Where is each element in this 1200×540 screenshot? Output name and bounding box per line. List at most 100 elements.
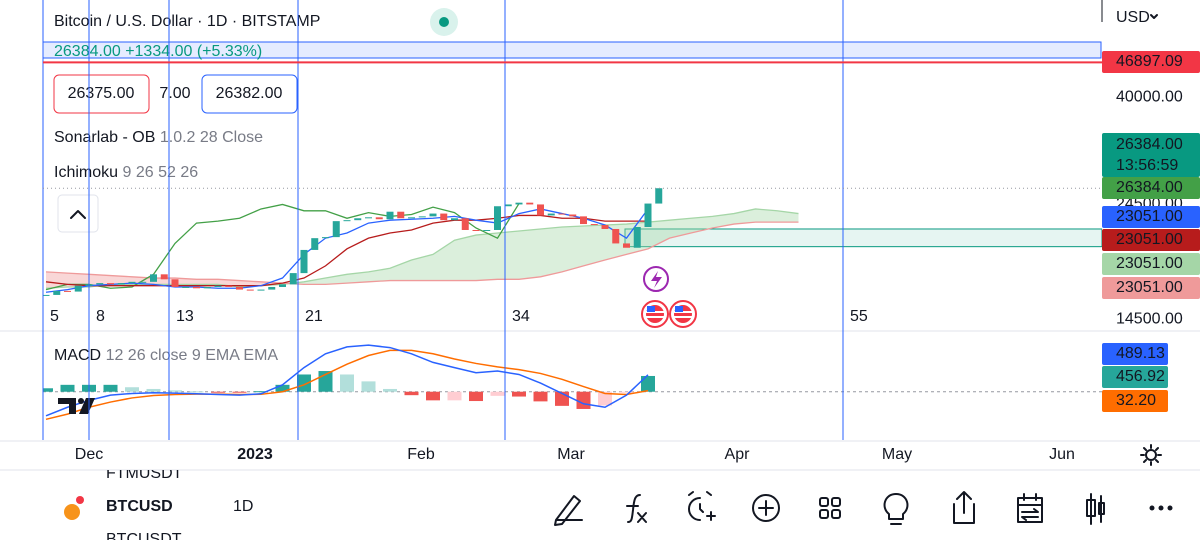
histogram-bar	[43, 388, 53, 392]
spread: 7.00	[159, 85, 190, 102]
candle	[451, 218, 458, 221]
logo-part	[58, 398, 76, 414]
candle	[128, 281, 136, 284]
candle	[515, 202, 523, 205]
price-tag-label: 23051.00	[1116, 255, 1183, 272]
fib-time-label: 21	[305, 308, 323, 325]
candle	[354, 218, 362, 221]
share-button[interactable]	[953, 491, 975, 524]
histogram-bar	[512, 391, 526, 397]
candle	[526, 202, 534, 205]
candle	[150, 274, 157, 282]
replay-button[interactable]	[1017, 493, 1043, 523]
economic-events[interactable]	[641, 300, 697, 328]
candle	[386, 211, 394, 220]
candle	[43, 294, 50, 296]
macd-tag-label: 32.20	[1116, 392, 1156, 409]
chevron-up-icon	[70, 210, 86, 219]
layout-button[interactable]	[819, 497, 829, 507]
symbol-title[interactable]: Bitcoin / U.S. Dollar · 1D · BITSTAMP	[54, 13, 320, 30]
candle	[117, 283, 125, 285]
flag-canton	[675, 306, 683, 312]
cloud-segment	[433, 240, 455, 281]
candle	[332, 221, 340, 238]
histogram-bar	[232, 391, 247, 393]
quote-change-pct: (+5.33%)	[197, 43, 262, 60]
indicator-legend[interactable]: Sonarlab - OB 1.0.2 28 Close	[54, 129, 263, 146]
candle	[64, 290, 71, 292]
candle	[440, 213, 448, 221]
x-tick-label: Dec	[75, 446, 103, 463]
x-tick-label: Feb	[407, 446, 435, 463]
more-dot	[1167, 505, 1173, 511]
market-status-dot	[439, 17, 449, 27]
chart-type-button[interactable]	[1086, 493, 1105, 525]
macd-tag-label: 456.92	[1116, 368, 1165, 385]
cloud-segment	[648, 220, 670, 249]
candle	[408, 217, 415, 219]
histogram-bar	[490, 391, 505, 396]
cloud-segment	[110, 275, 132, 285]
histogram-bar	[641, 375, 655, 392]
symbol[interactable]: BTCUSD	[106, 498, 173, 515]
candle	[580, 216, 587, 225]
candle	[74, 285, 82, 292]
histogram-bar	[533, 391, 548, 402]
histogram-bar	[383, 388, 397, 392]
histogram-bar	[404, 391, 419, 396]
tv-logo	[58, 398, 95, 414]
price-tag-label: 46897.09	[1116, 53, 1183, 70]
candle	[225, 285, 233, 287]
y-tick-label: 40000.00	[1116, 88, 1183, 105]
more-button[interactable]	[1149, 505, 1155, 511]
sell-price: 26375.00	[68, 85, 135, 102]
settings-button[interactable]	[1140, 444, 1162, 466]
candle	[547, 213, 555, 216]
candle	[429, 213, 437, 217]
indicator-legend[interactable]: MACD 12 26 close 9 EMA EMA	[54, 347, 278, 364]
price-tag	[1102, 51, 1200, 73]
quote-change: +1334.00	[125, 43, 192, 60]
ichimoku-span-a	[45, 208, 799, 289]
add-button[interactable]	[752, 494, 780, 522]
cloud-segment	[583, 225, 605, 266]
cloud-segment	[411, 254, 433, 281]
candle	[322, 237, 329, 239]
candle	[397, 211, 405, 219]
histogram-bar	[60, 384, 75, 392]
x-tick-label: May	[882, 446, 912, 463]
alert-button[interactable]	[688, 491, 716, 521]
histogram-bar	[576, 391, 591, 409]
sell-button[interactable]	[53, 74, 150, 114]
ichimoku-span-b	[45, 221, 799, 286]
signal-line	[45, 349, 649, 421]
histogram-bar	[168, 390, 182, 392]
candle	[365, 217, 372, 219]
collapse-button[interactable]	[57, 194, 99, 233]
indicator-name: Sonarlab - OB	[54, 129, 155, 146]
price-tag-label: 23051.00	[1116, 279, 1183, 296]
candle	[193, 286, 200, 289]
fib-time-label: 8	[96, 308, 105, 325]
price-tag	[1102, 253, 1200, 275]
indicators-button[interactable]	[626, 494, 647, 523]
indicator-params: 9 26 52 26	[122, 164, 198, 181]
ichimoku-lagging	[45, 203, 520, 291]
draw-button[interactable]	[554, 495, 583, 526]
ichimoku-kijun	[45, 214, 648, 287]
price-tag-countdown: 13:56:59	[1116, 157, 1178, 174]
interval[interactable]: 1D	[233, 498, 253, 515]
ideas-button[interactable]	[883, 493, 909, 525]
candle	[107, 283, 114, 285]
histogram-bar	[469, 391, 483, 402]
flag-stripe	[674, 316, 692, 318]
toolbar-icons	[554, 491, 1173, 526]
buy-button[interactable]	[201, 74, 298, 114]
cloud-segment	[562, 226, 584, 272]
gear-teeth	[1140, 444, 1162, 466]
indicator-legend[interactable]: Ichimoku 9 26 52 26	[54, 164, 198, 181]
currency-selector[interactable]: USD	[1116, 9, 1150, 26]
histogram-bar	[275, 384, 290, 392]
quote-line: 26384.00 +1334.00 (+5.33%)	[54, 43, 262, 60]
